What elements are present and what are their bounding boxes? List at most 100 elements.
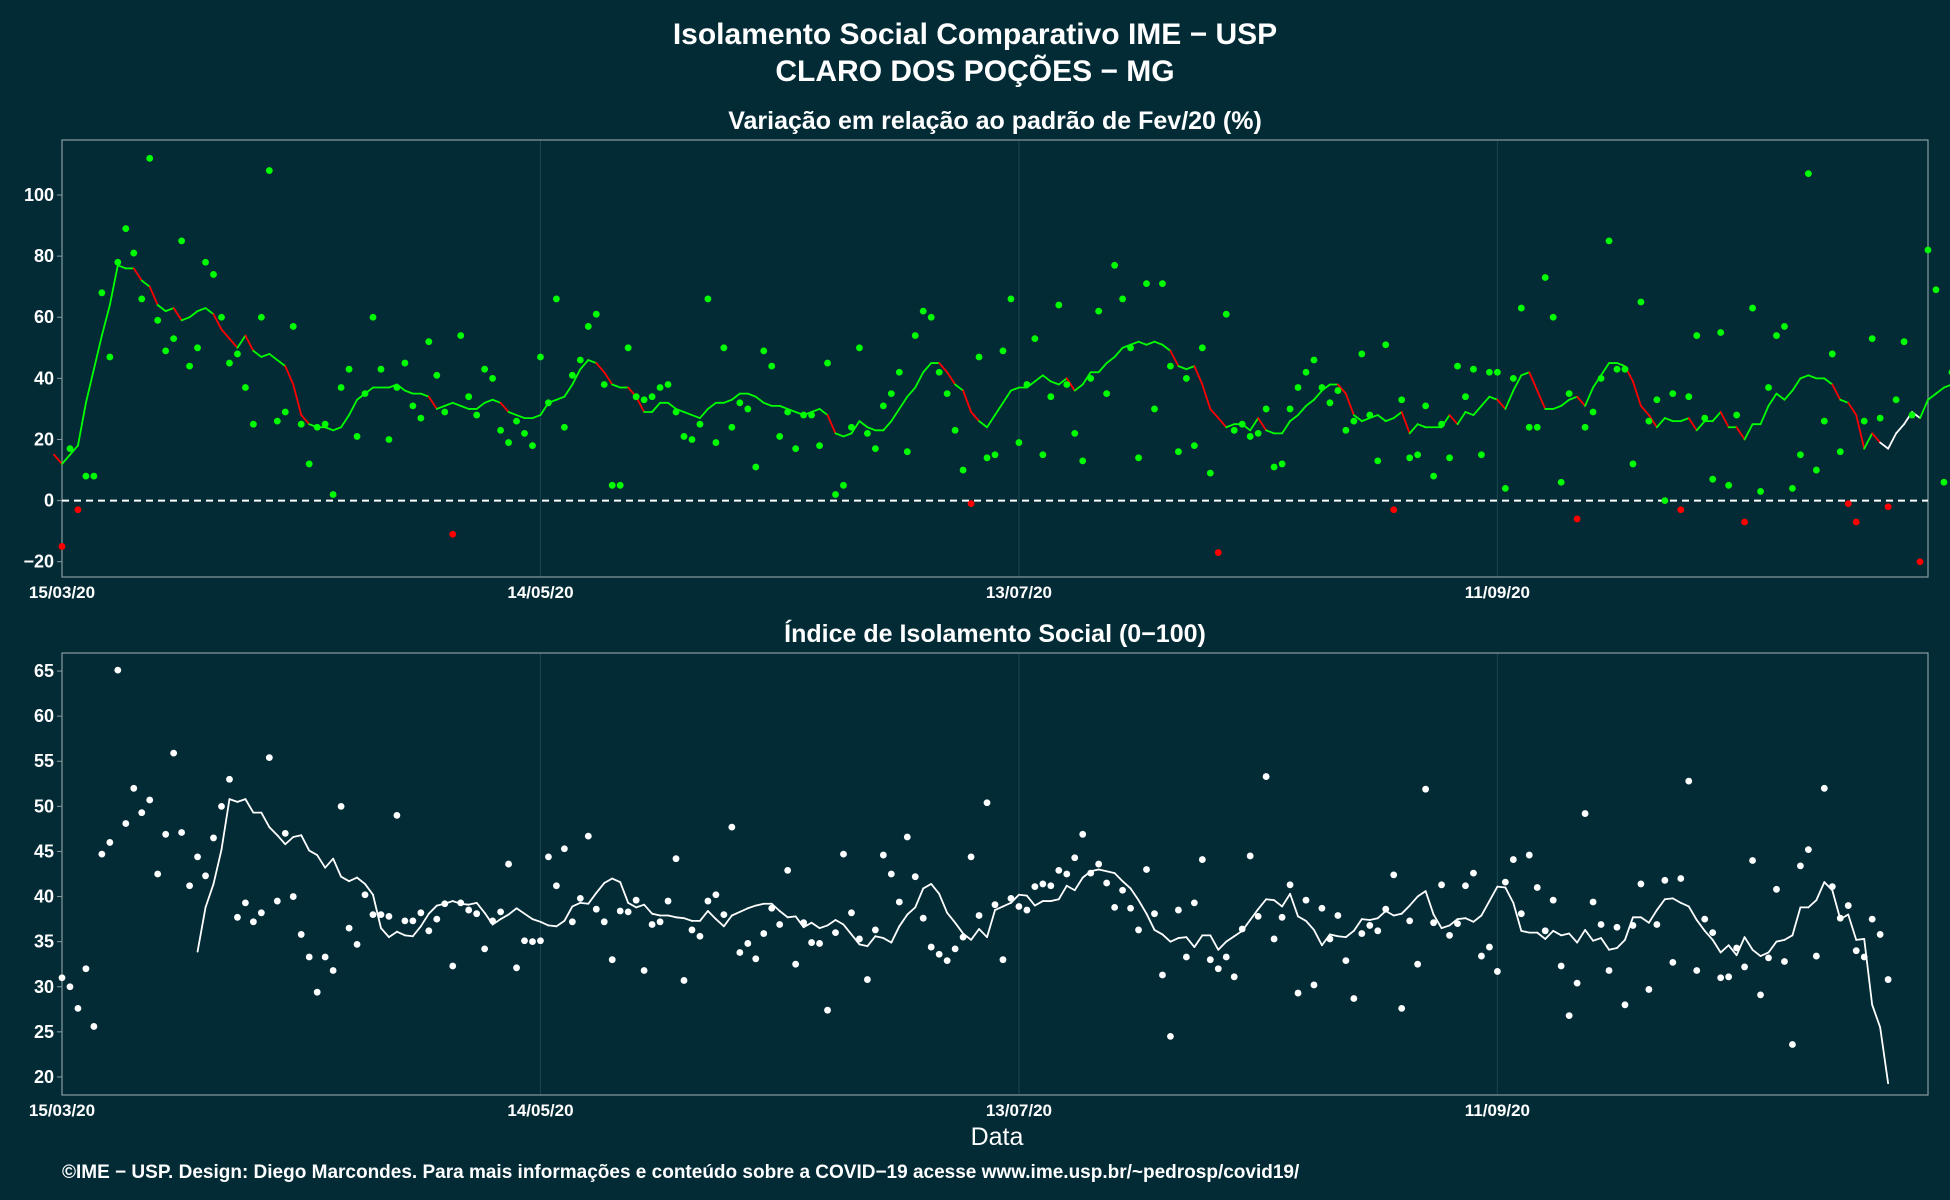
variation-point [1709,475,1717,483]
index-trend-segment [1400,904,1411,915]
variation-trend-segment [1600,362,1610,377]
index-trend-segment [284,836,295,846]
index-point [313,988,321,996]
variation-point [1159,280,1166,288]
index-point [1270,935,1278,943]
variation-trend-segment [116,264,127,270]
variation-point [1446,454,1453,462]
index-point [1677,875,1685,882]
index-point [433,915,441,923]
isolation-index-panel: Índice de Isolamento Social (0−100) 15/03… [29,619,1929,1120]
index-trend-segment [1416,890,1427,898]
variation-point [1182,374,1190,382]
index-point [1549,896,1557,904]
index-trend-segment [1544,929,1555,940]
variation-point [1015,439,1023,446]
index-trend-segment [571,901,582,908]
variation-trend-segment [914,371,925,389]
variation-trend-segment [77,401,87,447]
index-trend-segment [1193,934,1204,948]
variation-point [1517,304,1525,312]
variation-point [848,423,855,431]
variation-point [1246,433,1254,440]
index-point [1812,952,1820,960]
index-trend-segment [1552,929,1563,937]
variation-trend-segment [1879,441,1890,450]
index-point [401,917,409,925]
index-trend-segment [1265,898,1276,902]
variation-point [1167,362,1174,370]
index-y-tick-label: 40 [34,887,54,907]
variation-trend-segment [1153,340,1164,346]
index-point [1190,899,1198,907]
index-trend-segment [970,928,980,941]
variation-trend-segment [1504,389,1515,410]
variation-trend-segment [1448,414,1459,426]
index-point [568,918,576,926]
variation-point [1103,390,1111,398]
index-point [138,809,146,817]
index-point [481,945,489,953]
variation-trend-segment [1416,423,1427,429]
variation-trend-segment [1201,383,1212,410]
index-point [1733,944,1741,952]
variation-point [776,433,784,440]
variation-point [1836,448,1844,456]
index-trend-segment [882,937,893,944]
index-trend-segment [1679,901,1690,908]
variation-point [1430,472,1437,480]
variation-point [887,390,895,398]
variation-trend-segment [1145,340,1156,346]
index-trend-segment [1209,934,1220,951]
index-trend-segment [786,915,797,919]
index-point [1613,923,1621,931]
index-point [856,935,863,943]
variation-point [369,313,377,321]
index-point [1701,915,1709,923]
variation-y-tick-label: 0 [44,491,54,511]
index-trend-segment [332,857,343,878]
index-trend-segment [1025,894,1036,907]
variation-point [58,543,66,550]
variation-point [1398,396,1406,404]
index-point [1262,773,1270,780]
variation-point [1175,448,1182,456]
index-trend-segment [898,913,909,928]
variation-point [401,359,409,367]
variation-point [146,154,154,162]
variation-trend-segment [204,307,215,316]
variation-trend-segment [754,395,765,404]
index-point [1844,902,1852,909]
index-point [1797,862,1804,870]
variation-trend-segment [683,411,693,416]
index-trend-segment [834,919,845,926]
index-point [1454,920,1461,928]
index-point [90,1023,98,1030]
variation-point [1278,460,1286,468]
variation-point [393,384,401,391]
index-point [1167,1032,1174,1040]
index-point [1565,1012,1573,1020]
index-trend-segment [1584,929,1594,942]
index-trend-segment [244,798,255,814]
variation-trend-segment [212,313,223,331]
index-point [281,830,289,837]
variation-point [624,344,632,352]
index-point [218,802,225,810]
index-trend-segment [1775,938,1786,943]
index-trend-segment [986,909,996,939]
index-point [943,957,951,964]
variation-point [1438,420,1445,428]
variation-point [66,445,74,453]
variation-trend-segment [1384,417,1395,423]
index-point [489,917,497,925]
index-trend-segment [1496,885,1507,889]
variation-trend-segment [268,353,279,361]
variation-point [305,460,313,468]
index-point [1462,882,1469,890]
index-point [321,953,329,961]
variation-point [521,429,528,437]
variation-trend-segment [531,414,542,419]
index-point [1039,880,1047,888]
index-point [999,956,1007,964]
